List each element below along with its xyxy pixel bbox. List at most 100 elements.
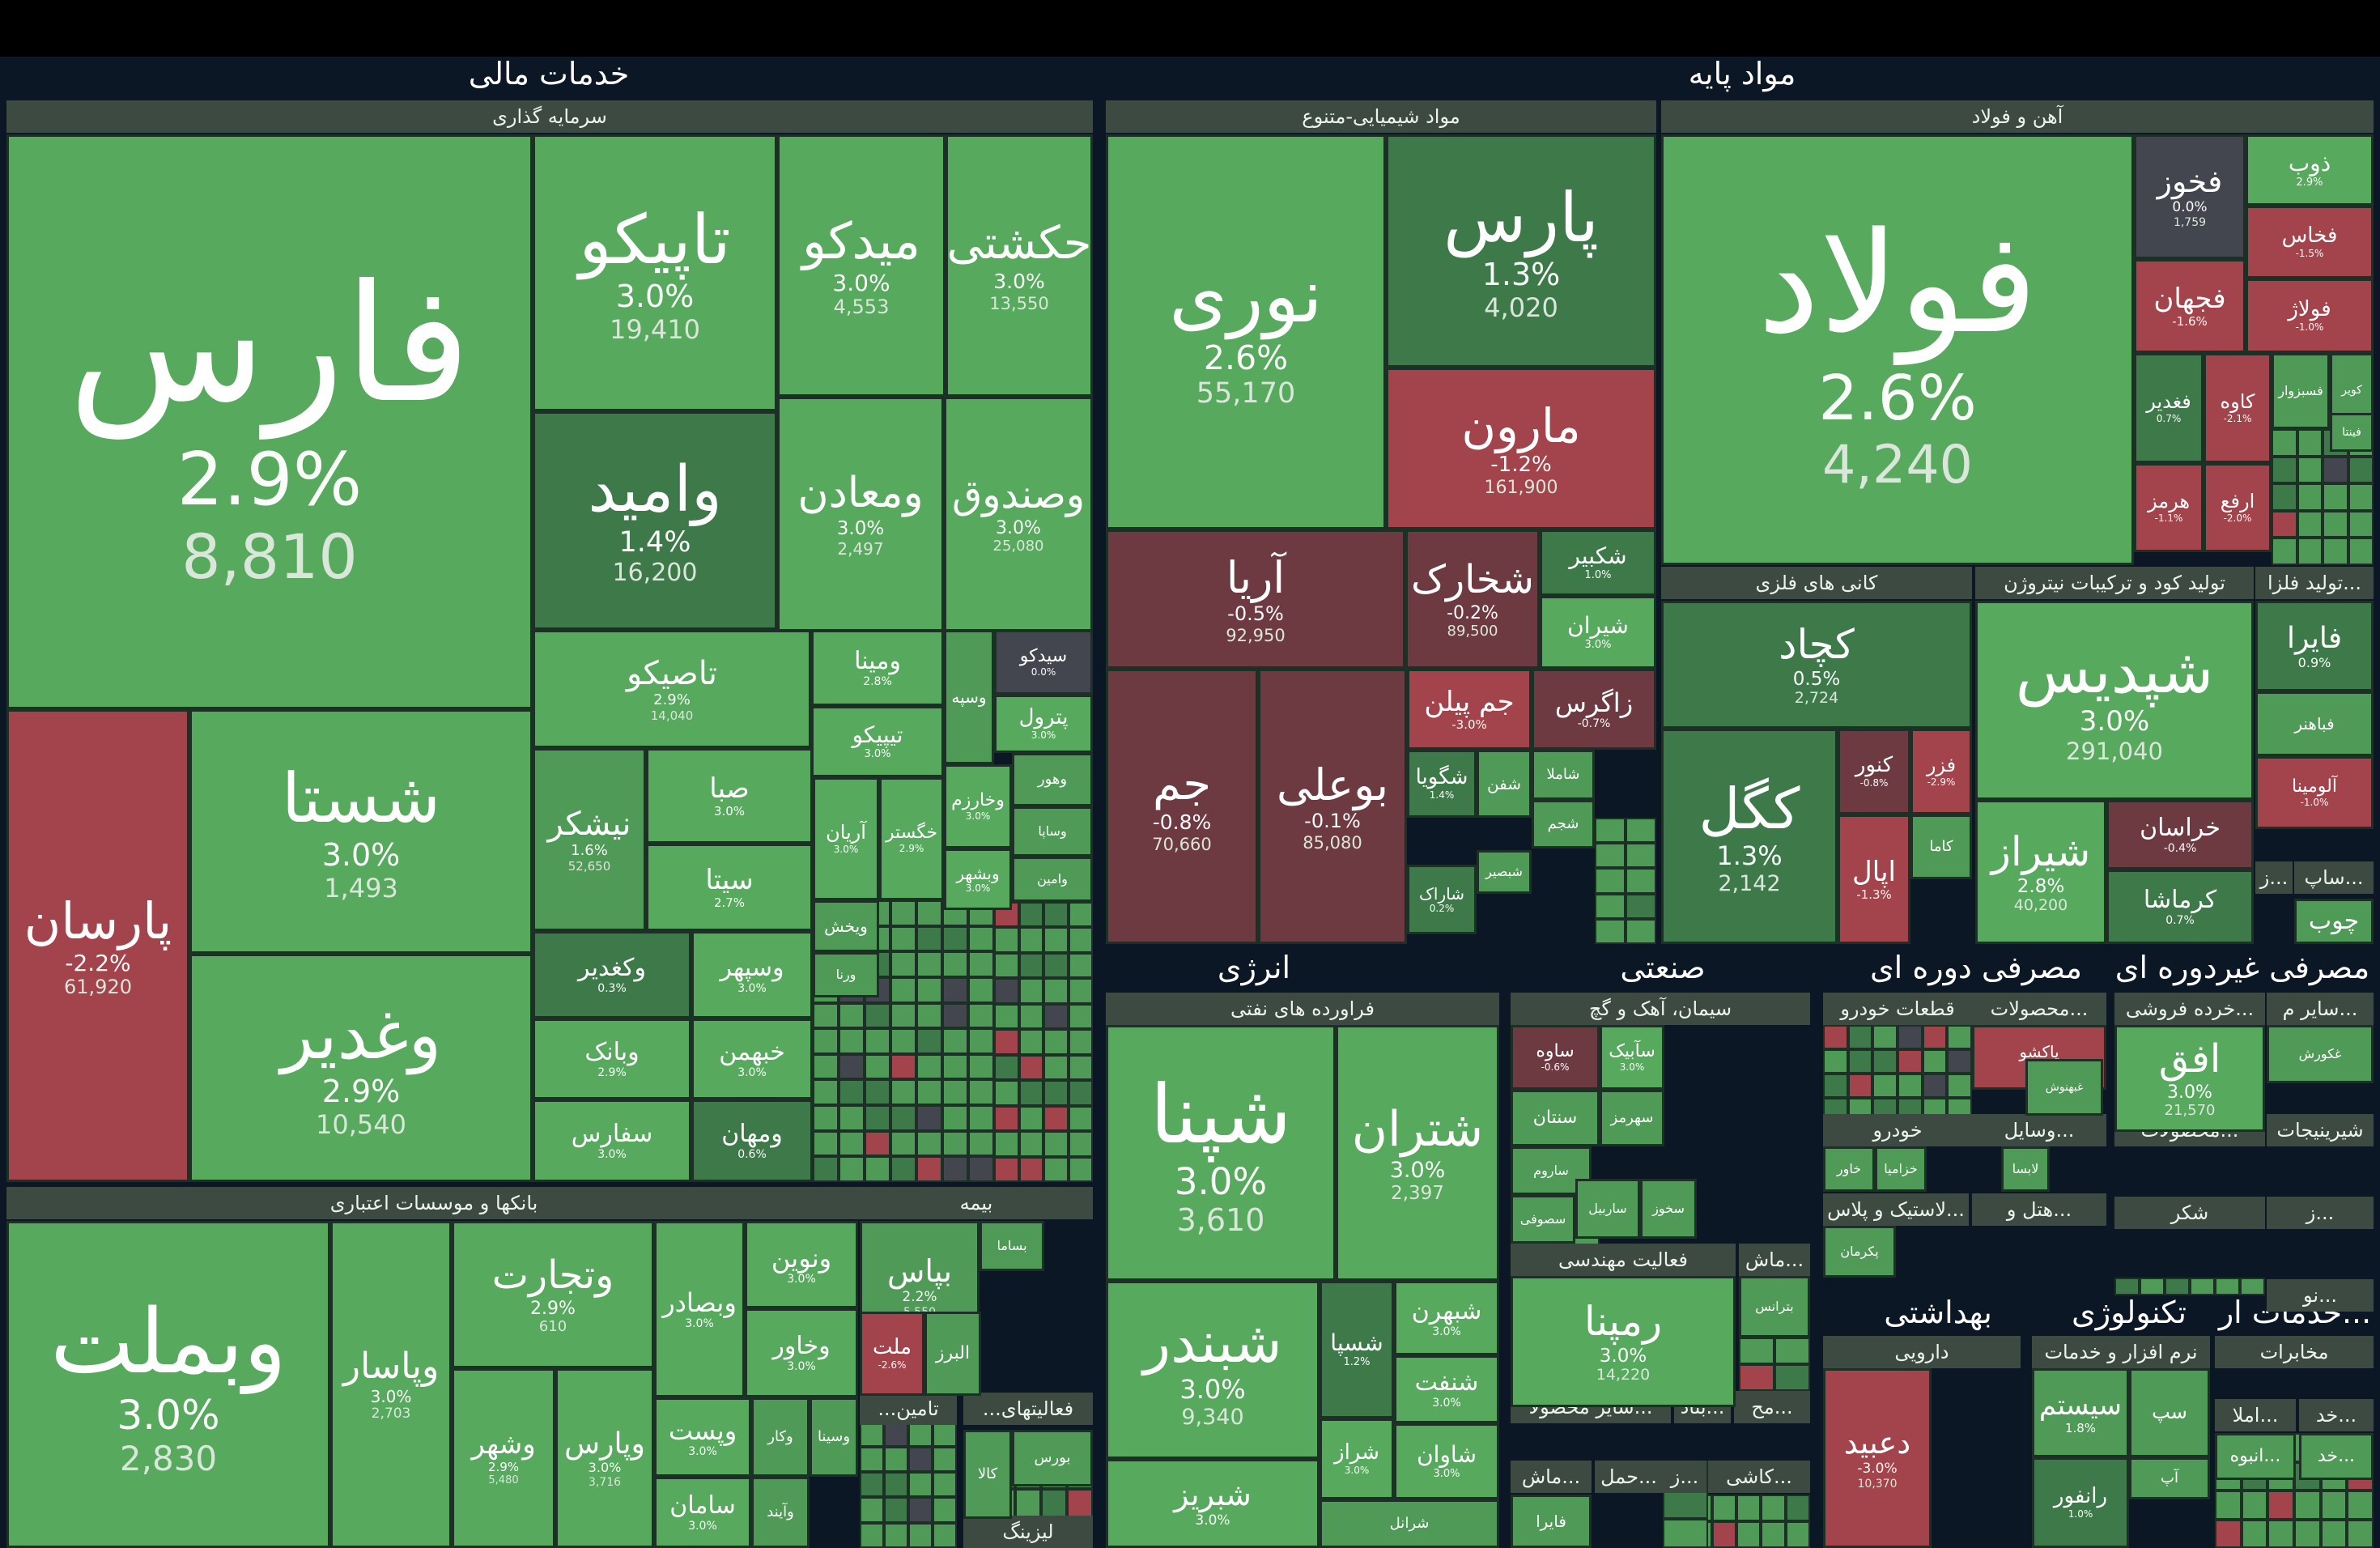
stock-tile[interactable]: اپال -1.3% xyxy=(1838,814,1910,944)
minor-tile[interactable] xyxy=(1043,902,1069,928)
minor-tile[interactable] xyxy=(916,1028,942,1054)
stock-tile[interactable]: کالا xyxy=(963,1430,1012,1519)
minor-tile[interactable] xyxy=(968,1105,994,1131)
minor-tile[interactable] xyxy=(890,976,916,1003)
minor-tile[interactable] xyxy=(1018,1080,1043,1106)
stock-tile[interactable]: آپ xyxy=(2129,1457,2210,1499)
stock-tile[interactable]: هرمز -1.1% xyxy=(2134,463,2204,552)
minor-tile[interactable] xyxy=(968,1079,994,1106)
minor-tile[interactable] xyxy=(884,1446,908,1472)
stock-tile[interactable]: وسپهر 3.0% xyxy=(691,931,813,1019)
minor-tile[interactable] xyxy=(2297,510,2323,538)
minor-tile[interactable] xyxy=(890,1028,916,1054)
stock-tile[interactable]: ونوین 3.0% xyxy=(745,1221,858,1308)
stock-tile[interactable]: وکغدیر 0.3% xyxy=(533,931,691,1019)
stock-tile[interactable]: فولاژ -1.0% xyxy=(2246,279,2374,353)
minor-tile[interactable] xyxy=(839,1053,865,1080)
minor-tile[interactable] xyxy=(813,1053,839,1080)
minor-tile[interactable] xyxy=(1018,978,1043,1004)
stock-tile[interactable]: فایرا xyxy=(1511,1495,1592,1548)
minor-tile[interactable] xyxy=(933,1522,957,1548)
stock-tile[interactable]: کچاد 0.5% 2,724 xyxy=(1661,601,1972,729)
minor-tile[interactable] xyxy=(1872,1025,1898,1049)
minor-tile[interactable] xyxy=(2297,456,2323,484)
minor-tile[interactable] xyxy=(1847,1074,1873,1098)
minor-tile[interactable] xyxy=(916,1105,942,1131)
minor-tile[interactable] xyxy=(2347,1519,2374,1548)
minor-tile[interactable] xyxy=(942,1002,968,1029)
stock-tile[interactable]: ورنا xyxy=(813,952,879,997)
minor-tile[interactable] xyxy=(908,1421,933,1447)
minor-tile[interactable] xyxy=(1922,1025,1948,1049)
minor-tile[interactable] xyxy=(2348,456,2374,484)
minor-tile[interactable] xyxy=(2323,483,2348,511)
stock-tile[interactable]: ارفع -2.0% xyxy=(2204,463,2272,552)
minor-tile[interactable] xyxy=(1018,952,1043,979)
minor-tile[interactable] xyxy=(933,1472,957,1498)
minor-tile[interactable] xyxy=(1018,1105,1043,1132)
stock-tile[interactable]: ساوه -0.6% xyxy=(1511,1025,1600,1090)
stock-tile[interactable]: شبندر 3.0% 9,340 xyxy=(1106,1281,1320,1459)
minor-tile[interactable] xyxy=(942,1105,968,1131)
minor-tile[interactable] xyxy=(1068,952,1093,979)
minor-tile[interactable] xyxy=(890,1053,916,1080)
stock-tile[interactable]: حکشتی 3.0% 13,550 xyxy=(946,134,1093,397)
minor-tile[interactable] xyxy=(1947,1074,1972,1098)
minor-tile[interactable] xyxy=(916,1156,942,1182)
minor-tile[interactable] xyxy=(994,1080,1019,1106)
minor-tile[interactable] xyxy=(942,1130,968,1157)
minor-tile[interactable] xyxy=(933,1446,957,1472)
minor-tile[interactable] xyxy=(1068,978,1093,1004)
minor-tile[interactable] xyxy=(884,1472,908,1498)
stock-tile[interactable]: سیستم 1.8% xyxy=(2032,1368,2129,1457)
minor-tile[interactable] xyxy=(1626,868,1656,894)
minor-tile[interactable] xyxy=(2165,1278,2190,1295)
minor-tile[interactable] xyxy=(1068,902,1093,928)
stock-tile[interactable]: وپست 3.0% xyxy=(654,1397,751,1477)
minor-tile[interactable] xyxy=(1626,843,1656,869)
minor-tile[interactable] xyxy=(2267,1491,2294,1520)
minor-tile[interactable] xyxy=(890,1079,916,1106)
minor-tile[interactable] xyxy=(2215,1491,2242,1520)
stock-tile[interactable]: شرانل xyxy=(1320,1499,1499,1548)
stock-tile[interactable]: رمپنا 3.0% 14,220 xyxy=(1511,1276,1736,1407)
stock-tile[interactable]: وساپا xyxy=(1012,806,1093,857)
stock-tile[interactable]: شیران 3.0% xyxy=(1540,596,1656,669)
minor-tile[interactable] xyxy=(1018,1131,1043,1157)
stock-tile[interactable]: وپارس 3.0% 3,716 xyxy=(555,1368,654,1548)
minor-tile[interactable] xyxy=(933,1497,957,1523)
stock-tile[interactable]: ملت -2.6% xyxy=(860,1312,924,1396)
stock-tile[interactable]: فولاد 2.6% 4,240 xyxy=(1661,134,2134,565)
minor-tile[interactable] xyxy=(916,900,942,926)
minor-tile[interactable] xyxy=(1922,1049,1948,1074)
minor-tile[interactable] xyxy=(942,951,968,977)
stock-tile[interactable]: کاوه -2.1% xyxy=(2204,353,2272,463)
minor-tile[interactable] xyxy=(1761,1521,1786,1548)
minor-tile[interactable] xyxy=(839,1105,865,1131)
minor-tile[interactable] xyxy=(994,1003,1019,1030)
minor-tile[interactable] xyxy=(1068,1003,1093,1030)
stock-tile[interactable]: فباهنر xyxy=(2255,691,2374,756)
minor-tile[interactable] xyxy=(2297,429,2323,457)
minor-tile[interactable] xyxy=(1043,1029,1069,1055)
stock-tile[interactable]: تیپیکو 3.0% xyxy=(811,706,944,777)
stock-tile[interactable]: شیراز 2.8% 40,200 xyxy=(1975,800,2106,944)
minor-tile[interactable] xyxy=(994,1156,1019,1182)
minor-tile[interactable] xyxy=(994,952,1019,979)
minor-tile[interactable] xyxy=(1847,1025,1873,1049)
minor-tile[interactable] xyxy=(1043,1054,1069,1081)
minor-tile[interactable] xyxy=(1068,927,1093,953)
minor-tile[interactable] xyxy=(1785,1521,1810,1548)
minor-tile[interactable] xyxy=(1595,893,1626,919)
stock-tile[interactable]: ومینا 2.8% xyxy=(811,630,944,706)
stock-tile[interactable]: صبا 3.0% xyxy=(646,748,813,844)
stock-tile[interactable]: شتران 3.0% 2,397 xyxy=(1336,1025,1499,1281)
stock-tile[interactable]: بوعلی -0.1% 85,080 xyxy=(1258,669,1407,944)
minor-tile[interactable] xyxy=(2348,538,2374,565)
stock-tile[interactable]: سخوز xyxy=(1640,1179,1697,1239)
minor-tile[interactable] xyxy=(865,1053,890,1080)
minor-tile[interactable] xyxy=(865,1105,890,1131)
minor-tile[interactable] xyxy=(2241,1519,2268,1548)
minor-tile[interactable] xyxy=(1068,1080,1093,1106)
minor-tile[interactable] xyxy=(890,1105,916,1131)
